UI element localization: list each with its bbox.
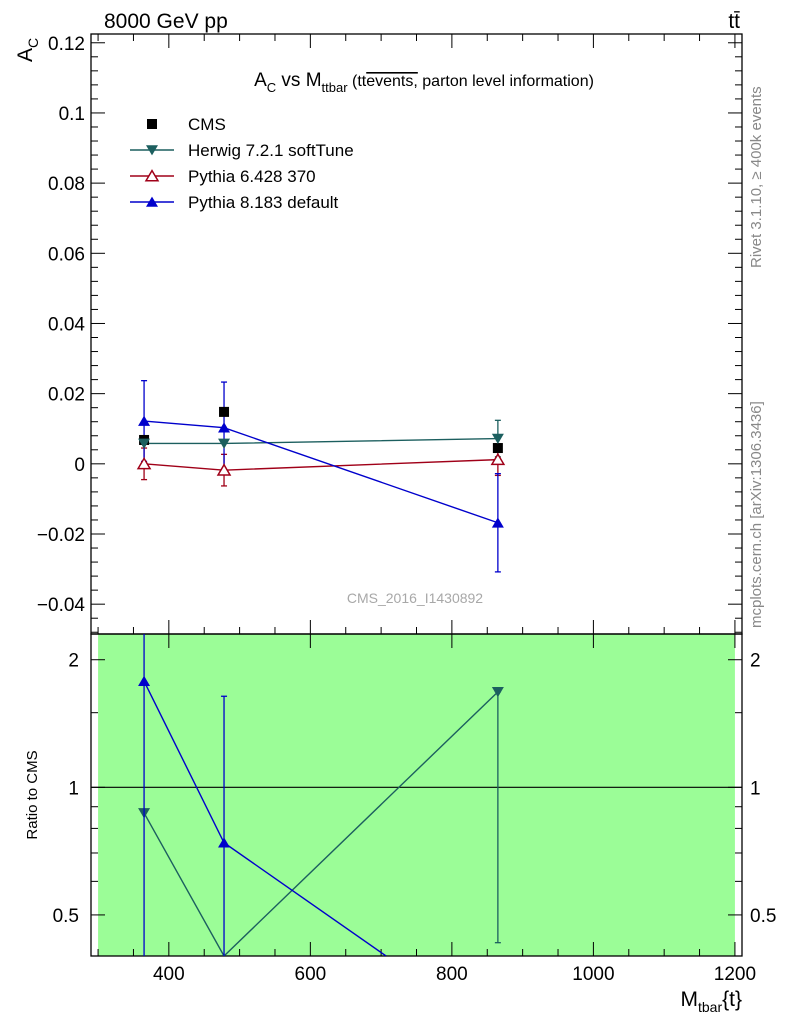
ratio-y-tick-label: 0.5 xyxy=(53,906,79,927)
ratio-y-tick-label-right: 2 xyxy=(750,651,761,672)
series-line-1 xyxy=(144,437,498,445)
rivet-label: Rivet 3.1.10, ≥ 400k events xyxy=(748,86,765,268)
main-y-label: AC xyxy=(14,38,41,62)
x-tick-label: 1000 xyxy=(572,964,614,985)
ratio-y-label: Ratio to CMS xyxy=(24,750,41,839)
x-tick-label: 400 xyxy=(153,964,185,985)
legend-label-3: Pythia 8.183 default xyxy=(188,193,339,212)
energy-label: 8000 GeV pp xyxy=(104,10,228,33)
y-tick-label: 0 xyxy=(74,455,85,476)
source-label: mcplots.cern.ch [arXiv:1306.3436] xyxy=(748,401,765,628)
ratio-marker-0 xyxy=(491,687,504,698)
ratio-y-tick-label: 2 xyxy=(68,651,79,672)
legend-marker-1 xyxy=(146,145,158,156)
series-marker-3 xyxy=(491,517,504,528)
y-tick-label: 0.1 xyxy=(59,104,85,125)
series-marker-1 xyxy=(138,438,151,449)
analysis-watermark: CMS_2016_I1430892 xyxy=(347,590,483,606)
series-marker-1 xyxy=(218,438,231,449)
ratio-line-0 xyxy=(143,691,499,956)
y-tick-label: −0.02 xyxy=(37,525,85,546)
series-marker-2 xyxy=(216,463,232,476)
ratio-band xyxy=(98,634,735,956)
x-tick-label: 600 xyxy=(295,964,327,985)
ratio-y-tick-label: 1 xyxy=(68,778,79,799)
y-tick-label: 0.02 xyxy=(48,385,85,406)
legend-label-0: CMS xyxy=(188,115,226,134)
x-tick-label: 800 xyxy=(436,964,468,985)
legend-marker-0 xyxy=(147,119,157,129)
series-marker-2 xyxy=(136,456,152,470)
y-tick-label: 0.04 xyxy=(48,314,85,335)
legend-label-2: Pythia 6.428 370 xyxy=(188,167,316,186)
y-tick-label: −0.04 xyxy=(37,595,86,616)
legend-label-1: Herwig 7.2.1 softTune xyxy=(188,141,354,160)
cms-data-point xyxy=(219,406,230,417)
main-title: AC vs Mttbar (ttevents, parton level inf… xyxy=(254,70,594,95)
cms-data-point xyxy=(492,443,503,454)
process-label: tt̄ xyxy=(728,10,740,33)
series-marker-3 xyxy=(138,415,151,426)
series-marker-3 xyxy=(218,422,231,433)
y-tick-label: 0.06 xyxy=(48,244,85,265)
legend-marker-3 xyxy=(146,196,158,207)
series-marker-2 xyxy=(490,452,506,466)
ratio-y-tick-label-right: 1 xyxy=(750,778,761,799)
legend-marker-2 xyxy=(144,169,160,182)
ratio-series-group xyxy=(138,634,504,956)
ratio-y-tick-label-right: 0.5 xyxy=(750,906,776,927)
ratio-marker-1 xyxy=(138,675,151,686)
x-tick-label: 1200 xyxy=(714,964,756,985)
series-line-3 xyxy=(144,420,499,524)
y-tick-label: 0.12 xyxy=(48,34,85,55)
ratio-marker-1 xyxy=(218,837,231,848)
x-axis-label: Mtbar{t} xyxy=(681,988,743,1015)
series-marker-1 xyxy=(491,433,504,444)
y-tick-label: 0.08 xyxy=(48,174,85,195)
